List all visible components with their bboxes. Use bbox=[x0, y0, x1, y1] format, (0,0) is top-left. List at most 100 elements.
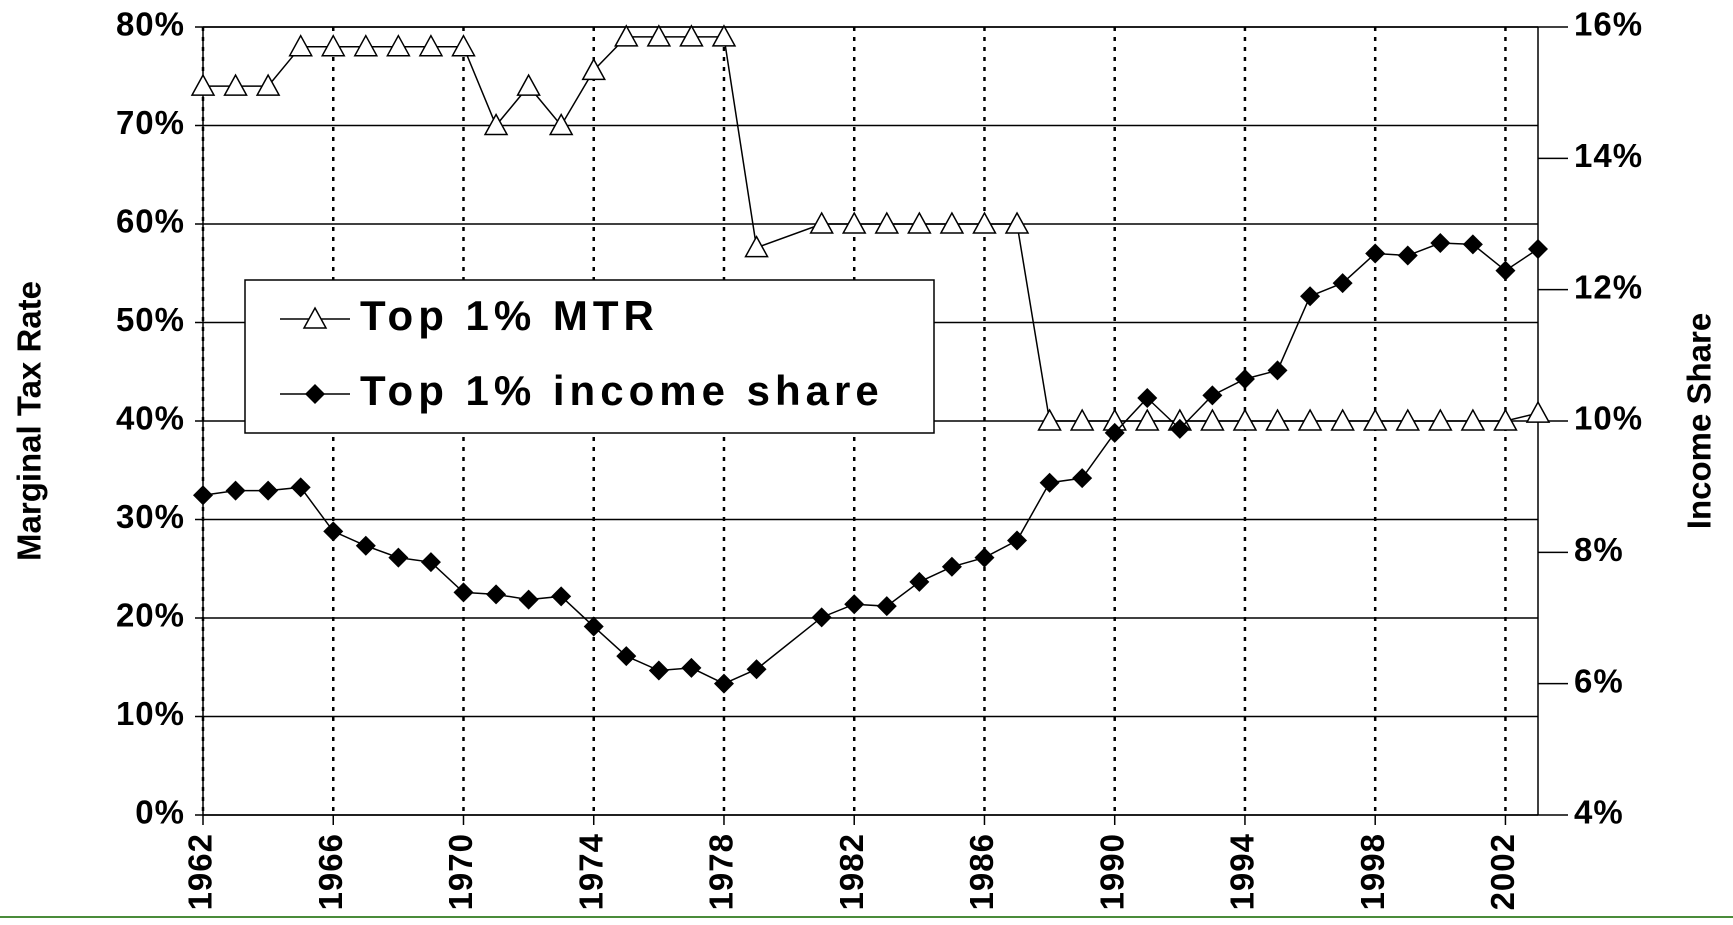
marker-diamond bbox=[1397, 245, 1418, 266]
marker-triangle bbox=[288, 34, 313, 57]
marker-triangle bbox=[744, 235, 769, 258]
marker-diamond bbox=[1072, 468, 1093, 489]
y-tick-label: 30% bbox=[116, 498, 185, 535]
marker-triangle bbox=[1134, 408, 1160, 431]
y2-tick-label: 16% bbox=[1574, 6, 1643, 43]
x-tick-label: 1978 bbox=[703, 833, 740, 910]
marker-triangle bbox=[1069, 408, 1095, 431]
marker-diamond bbox=[1104, 422, 1125, 443]
marker-diamond bbox=[1039, 472, 1060, 493]
marker-diamond bbox=[616, 646, 637, 667]
marker-triangle bbox=[1265, 408, 1290, 431]
y-tick-label: 20% bbox=[116, 597, 185, 634]
y2-axis-title: Income Share bbox=[1681, 313, 1718, 529]
marker-diamond bbox=[258, 480, 279, 501]
x-tick-label: 1998 bbox=[1354, 833, 1391, 910]
marker-triangle bbox=[972, 211, 997, 234]
marker-diamond bbox=[681, 657, 702, 678]
marker-triangle bbox=[874, 211, 900, 234]
marker-triangle bbox=[1330, 408, 1355, 431]
marker-diamond bbox=[844, 594, 865, 615]
marker-triangle bbox=[1428, 408, 1453, 431]
marker-diamond bbox=[713, 673, 734, 694]
y2-tick-label: 10% bbox=[1574, 400, 1643, 437]
legend-label: Top 1% income share bbox=[360, 367, 884, 414]
marker-diamond bbox=[1300, 286, 1321, 307]
marker-diamond bbox=[420, 552, 441, 573]
marker-triangle bbox=[386, 34, 411, 57]
marker-diamond bbox=[225, 480, 246, 501]
marker-diamond bbox=[355, 535, 376, 556]
marker-diamond bbox=[453, 582, 474, 603]
legend-box bbox=[244, 279, 935, 434]
marker-triangle bbox=[1395, 408, 1421, 431]
marker-triangle bbox=[809, 211, 834, 234]
marker-diamond bbox=[1267, 360, 1288, 381]
marker-diamond bbox=[648, 660, 669, 681]
marker-diamond bbox=[974, 547, 995, 568]
legend: Top 1% MTR Top 1% income share bbox=[244, 279, 935, 434]
marker-diamond bbox=[941, 556, 962, 577]
marker-triangle bbox=[614, 24, 639, 47]
x-tick-label: 2002 bbox=[1484, 833, 1521, 910]
marker-triangle bbox=[1037, 408, 1062, 431]
marker-triangle bbox=[646, 24, 672, 47]
legend-label: Top 1% MTR bbox=[360, 292, 659, 339]
x-tick-label: 1990 bbox=[1093, 833, 1130, 910]
y-tick-label: 40% bbox=[116, 400, 185, 437]
y-tick-label: 50% bbox=[116, 301, 185, 338]
x-tick-label: 1962 bbox=[182, 833, 219, 910]
marker-triangle bbox=[1460, 408, 1486, 431]
marker-triangle bbox=[939, 211, 965, 234]
marker-triangle bbox=[1297, 408, 1323, 431]
marker-triangle bbox=[353, 34, 379, 57]
marker-triangle bbox=[418, 34, 444, 57]
marker-triangle bbox=[679, 24, 704, 47]
marker-triangle bbox=[190, 73, 216, 96]
marker-diamond bbox=[193, 485, 213, 506]
marker-diamond bbox=[486, 584, 507, 605]
marker-diamond bbox=[1007, 530, 1028, 551]
y2-tick-label: 6% bbox=[1574, 662, 1624, 699]
x-tick-label: 1966 bbox=[312, 833, 349, 910]
marker-triangle bbox=[255, 73, 281, 96]
marker-diamond bbox=[518, 589, 539, 610]
y2-tick-label: 12% bbox=[1574, 268, 1643, 305]
marker-diamond bbox=[746, 659, 767, 680]
x-tick-label: 1974 bbox=[572, 833, 609, 910]
y-tick-label: 60% bbox=[116, 203, 185, 240]
marker-diamond bbox=[1234, 368, 1255, 389]
y2-tick-label: 14% bbox=[1574, 137, 1643, 174]
marker-diamond bbox=[1495, 260, 1516, 281]
marker-diamond bbox=[305, 384, 325, 404]
marker-diamond bbox=[1137, 388, 1158, 409]
marker-diamond bbox=[876, 596, 897, 617]
x-tick-label: 1970 bbox=[442, 833, 479, 910]
marker-diamond bbox=[1202, 385, 1223, 406]
y2-tick-label: 4% bbox=[1574, 794, 1624, 831]
y-tick-label: 70% bbox=[116, 104, 185, 141]
y2-tick-label: 8% bbox=[1574, 531, 1624, 568]
marker-diamond bbox=[1430, 233, 1451, 254]
marker-triangle bbox=[907, 211, 932, 234]
marker-triangle bbox=[711, 24, 737, 47]
y-axis-title: Marginal Tax Rate bbox=[11, 281, 48, 561]
y-tick-label: 0% bbox=[135, 794, 185, 831]
marker-triangle bbox=[516, 73, 541, 96]
marker-diamond bbox=[583, 616, 604, 637]
marker-diamond bbox=[1365, 243, 1386, 264]
x-tick-label: 1994 bbox=[1224, 833, 1261, 910]
marker-triangle bbox=[1362, 408, 1388, 431]
marker-triangle bbox=[223, 73, 248, 96]
marker-triangle bbox=[451, 34, 476, 57]
marker-diamond bbox=[1528, 238, 1548, 259]
marker-triangle bbox=[1493, 408, 1518, 431]
x-tick-label: 1982 bbox=[833, 833, 870, 910]
marker-diamond bbox=[1462, 234, 1483, 255]
marker-triangle bbox=[320, 34, 346, 57]
marker-triangle bbox=[581, 57, 607, 81]
marker-diamond bbox=[388, 547, 409, 568]
marker-triangle bbox=[302, 306, 328, 329]
